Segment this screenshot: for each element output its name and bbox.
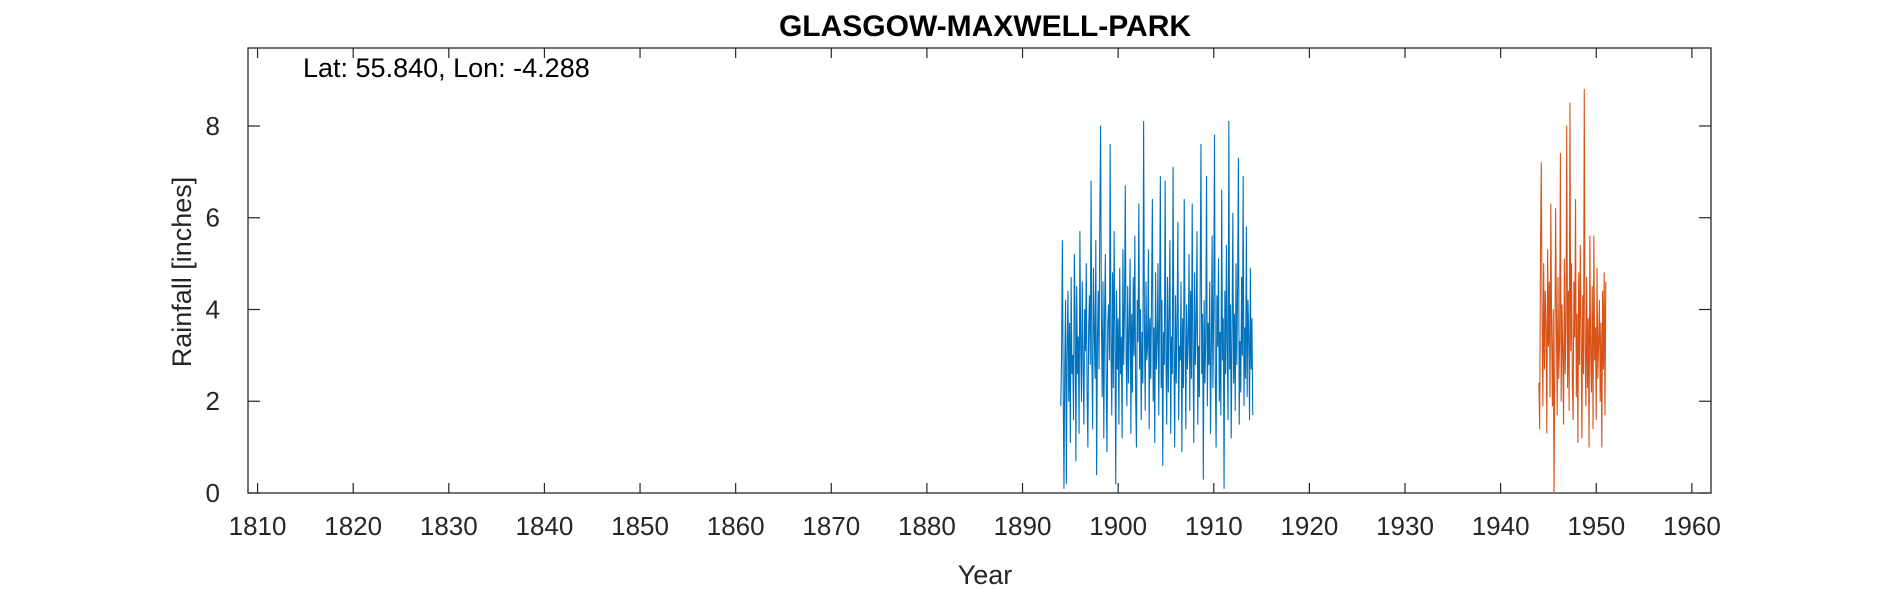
y-tick-label: 8 bbox=[206, 111, 220, 141]
x-tick-label: 1840 bbox=[516, 511, 574, 541]
plot-frame bbox=[247, 47, 1712, 494]
y-tick-label: 4 bbox=[206, 294, 220, 324]
x-tick-label: 1960 bbox=[1663, 511, 1721, 541]
x-tick-label: 1900 bbox=[1089, 511, 1147, 541]
series-line-2 bbox=[1538, 88, 1607, 494]
x-axis-label: Year bbox=[958, 560, 1013, 590]
x-tick-label: 1810 bbox=[229, 511, 287, 541]
x-tick-label: 1870 bbox=[802, 511, 860, 541]
x-tick-label: 1940 bbox=[1472, 511, 1530, 541]
location-annotation: Lat: 55.840, Lon: -4.288 bbox=[303, 53, 590, 83]
x-tick-label: 1950 bbox=[1567, 511, 1625, 541]
x-tick-label: 1850 bbox=[611, 511, 669, 541]
chart-title: GLASGOW-MAXWELL-PARK bbox=[779, 10, 1191, 43]
x-tick-label: 1910 bbox=[1185, 511, 1243, 541]
series-line-1 bbox=[1060, 120, 1254, 489]
y-tick-label: 6 bbox=[206, 203, 220, 233]
y-axis-label: Rainfall [inches] bbox=[167, 177, 197, 368]
x-tick-label: 1890 bbox=[994, 511, 1052, 541]
x-tick-label: 1860 bbox=[707, 511, 765, 541]
series-layer bbox=[1060, 88, 1607, 494]
x-tick-label: 1920 bbox=[1280, 511, 1338, 541]
y-tick-label: 2 bbox=[206, 386, 220, 416]
ticks-layer: 1810 1820 1830 1840 1850 1860 1870 1880 1890 1900… bbox=[206, 48, 1721, 541]
y-tick-label: 0 bbox=[206, 478, 220, 508]
x-tick-label: 1880 bbox=[898, 511, 956, 541]
x-tick-label: 1830 bbox=[420, 511, 478, 541]
x-tick-label: 1930 bbox=[1376, 511, 1434, 541]
plot-box bbox=[247, 47, 1712, 494]
x-tick-label: 1820 bbox=[324, 511, 382, 541]
